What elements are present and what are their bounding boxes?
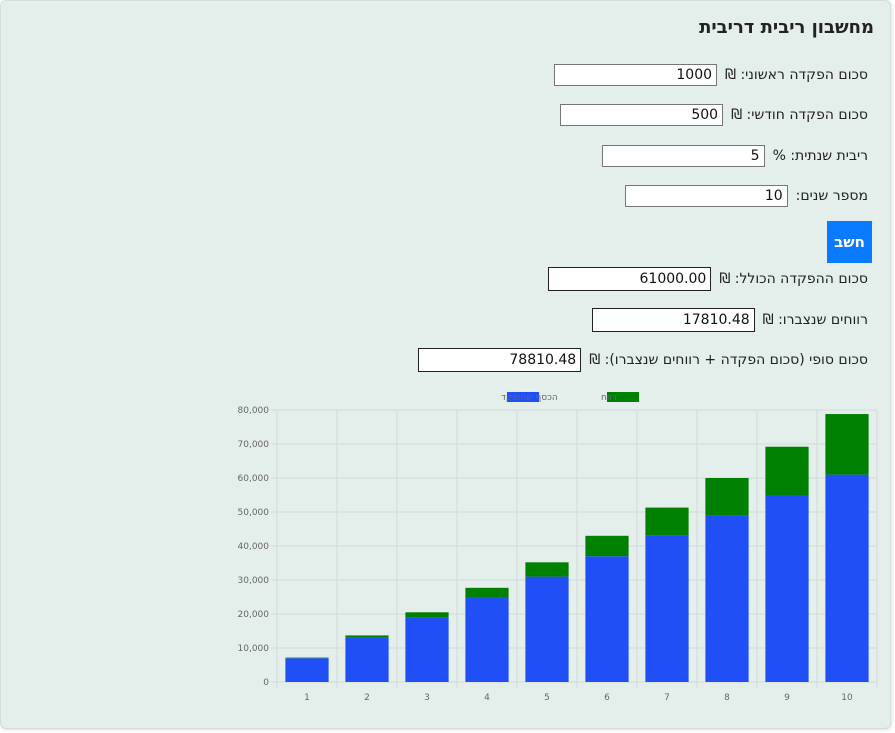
calculate-button[interactable]: חשב	[827, 221, 872, 263]
final-amount-label: סכום סופי (סכום הפקדה + רווחים שנצברו): …	[589, 352, 868, 368]
profit-bar	[705, 478, 749, 516]
y-tick-label: 70,000	[238, 440, 270, 450]
x-tick-label: 3	[424, 693, 430, 703]
initial-deposit-row: סכום הפקדה ראשוני: ₪	[554, 62, 868, 88]
legend-label: הכסף שהופקד	[501, 393, 558, 403]
profit-bar	[405, 612, 449, 618]
profit-bar	[345, 635, 389, 638]
profit-row: רווחים שנצברו: ₪	[591, 307, 868, 333]
initial-deposit-label: סכום הפקדה ראשוני: ₪	[725, 67, 868, 83]
years-input[interactable]	[624, 185, 788, 207]
profit-bar	[825, 414, 869, 475]
page-title: מחשבון ריבית דריבית	[699, 17, 874, 38]
x-tick-label: 2	[364, 693, 370, 703]
x-tick-label: 8	[724, 693, 730, 703]
y-tick-label: 60,000	[238, 474, 270, 484]
annual-rate-input[interactable]	[601, 145, 765, 167]
total-deposit-output[interactable]	[548, 267, 712, 291]
y-tick-label: 10,000	[238, 644, 270, 654]
monthly-deposit-input[interactable]	[560, 104, 724, 126]
profit-bar	[285, 657, 329, 659]
y-tick-label: 80,000	[238, 406, 270, 416]
deposit-bar	[525, 576, 569, 682]
deposit-bar	[345, 637, 389, 682]
x-tick-label: 10	[841, 693, 853, 703]
profit-bar	[645, 507, 689, 536]
initial-deposit-input[interactable]	[554, 64, 718, 86]
y-tick-label: 30,000	[238, 576, 270, 586]
deposit-bar	[765, 495, 809, 682]
annual-rate-row: ריבית שנתית: %	[601, 143, 868, 169]
profit-bar	[465, 587, 509, 597]
x-tick-label: 4	[484, 693, 490, 703]
savings-chart: 0 10,000 20,000 30,000 40,000 50,000 60,000 70,…	[238, 392, 878, 703]
profit-output[interactable]	[591, 308, 755, 332]
deposit-bar	[645, 535, 689, 682]
final-amount-row: סכום סופי (סכום הפקדה + רווחים שנצברו): …	[418, 347, 868, 373]
y-tick-label: 20,000	[238, 610, 270, 620]
deposit-bar	[405, 617, 449, 682]
final-amount-output[interactable]	[418, 348, 582, 372]
total-deposit-row: סכום ההפקדה הכולל: ₪	[548, 266, 868, 292]
annual-rate-label: ריבית שנתית: %	[772, 148, 868, 164]
deposit-bar	[285, 658, 329, 682]
x-tick-label: 7	[664, 693, 670, 703]
x-tick-label: 9	[784, 693, 790, 703]
y-tick-label: 40,000	[238, 542, 270, 552]
deposit-bar	[825, 474, 869, 682]
profit-bar	[765, 446, 809, 495]
deposit-bar	[705, 515, 749, 682]
deposit-bar	[465, 597, 509, 682]
profit-label: רווחים שנצברו: ₪	[762, 312, 868, 328]
x-tick-label: 5	[544, 693, 550, 703]
profit-bar	[525, 562, 569, 577]
years-row: מספר שנים:	[624, 183, 868, 209]
y-tick-label: 0	[263, 678, 269, 688]
x-tick-label: 6	[604, 693, 610, 703]
years-label: מספר שנים:	[795, 188, 868, 204]
total-deposit-label: סכום ההפקדה הכולל: ₪	[719, 271, 868, 287]
profit-bar	[585, 535, 629, 557]
legend-swatch	[507, 392, 539, 402]
legend-swatch	[607, 392, 639, 402]
monthly-deposit-row: סכום הפקדה חודשי: ₪	[560, 102, 868, 128]
legend-label: רווח	[601, 393, 617, 403]
y-tick-label: 50,000	[238, 508, 270, 518]
x-tick-label: 1	[304, 693, 310, 703]
monthly-deposit-label: סכום הפקדה חודשי: ₪	[731, 107, 868, 123]
deposit-bar	[585, 556, 629, 682]
